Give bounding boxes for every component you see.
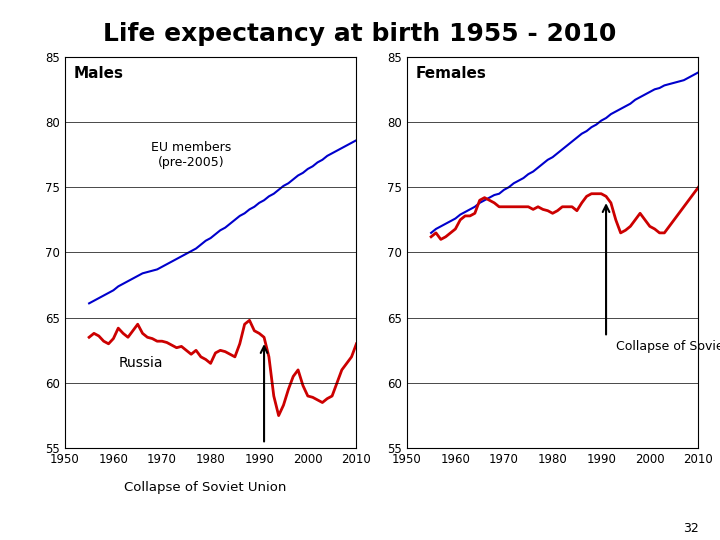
- Text: EU members
(pre-2005): EU members (pre-2005): [151, 140, 231, 168]
- Text: Males: Males: [73, 66, 124, 82]
- Text: 32: 32: [683, 522, 698, 535]
- Text: Females: Females: [415, 66, 487, 82]
- Text: Collapse of Soviet Union: Collapse of Soviet Union: [616, 340, 720, 353]
- Text: Collapse of Soviet Union: Collapse of Soviet Union: [124, 481, 287, 494]
- Text: Life expectancy at birth 1955 - 2010: Life expectancy at birth 1955 - 2010: [103, 22, 617, 45]
- Text: Russia: Russia: [118, 356, 163, 370]
